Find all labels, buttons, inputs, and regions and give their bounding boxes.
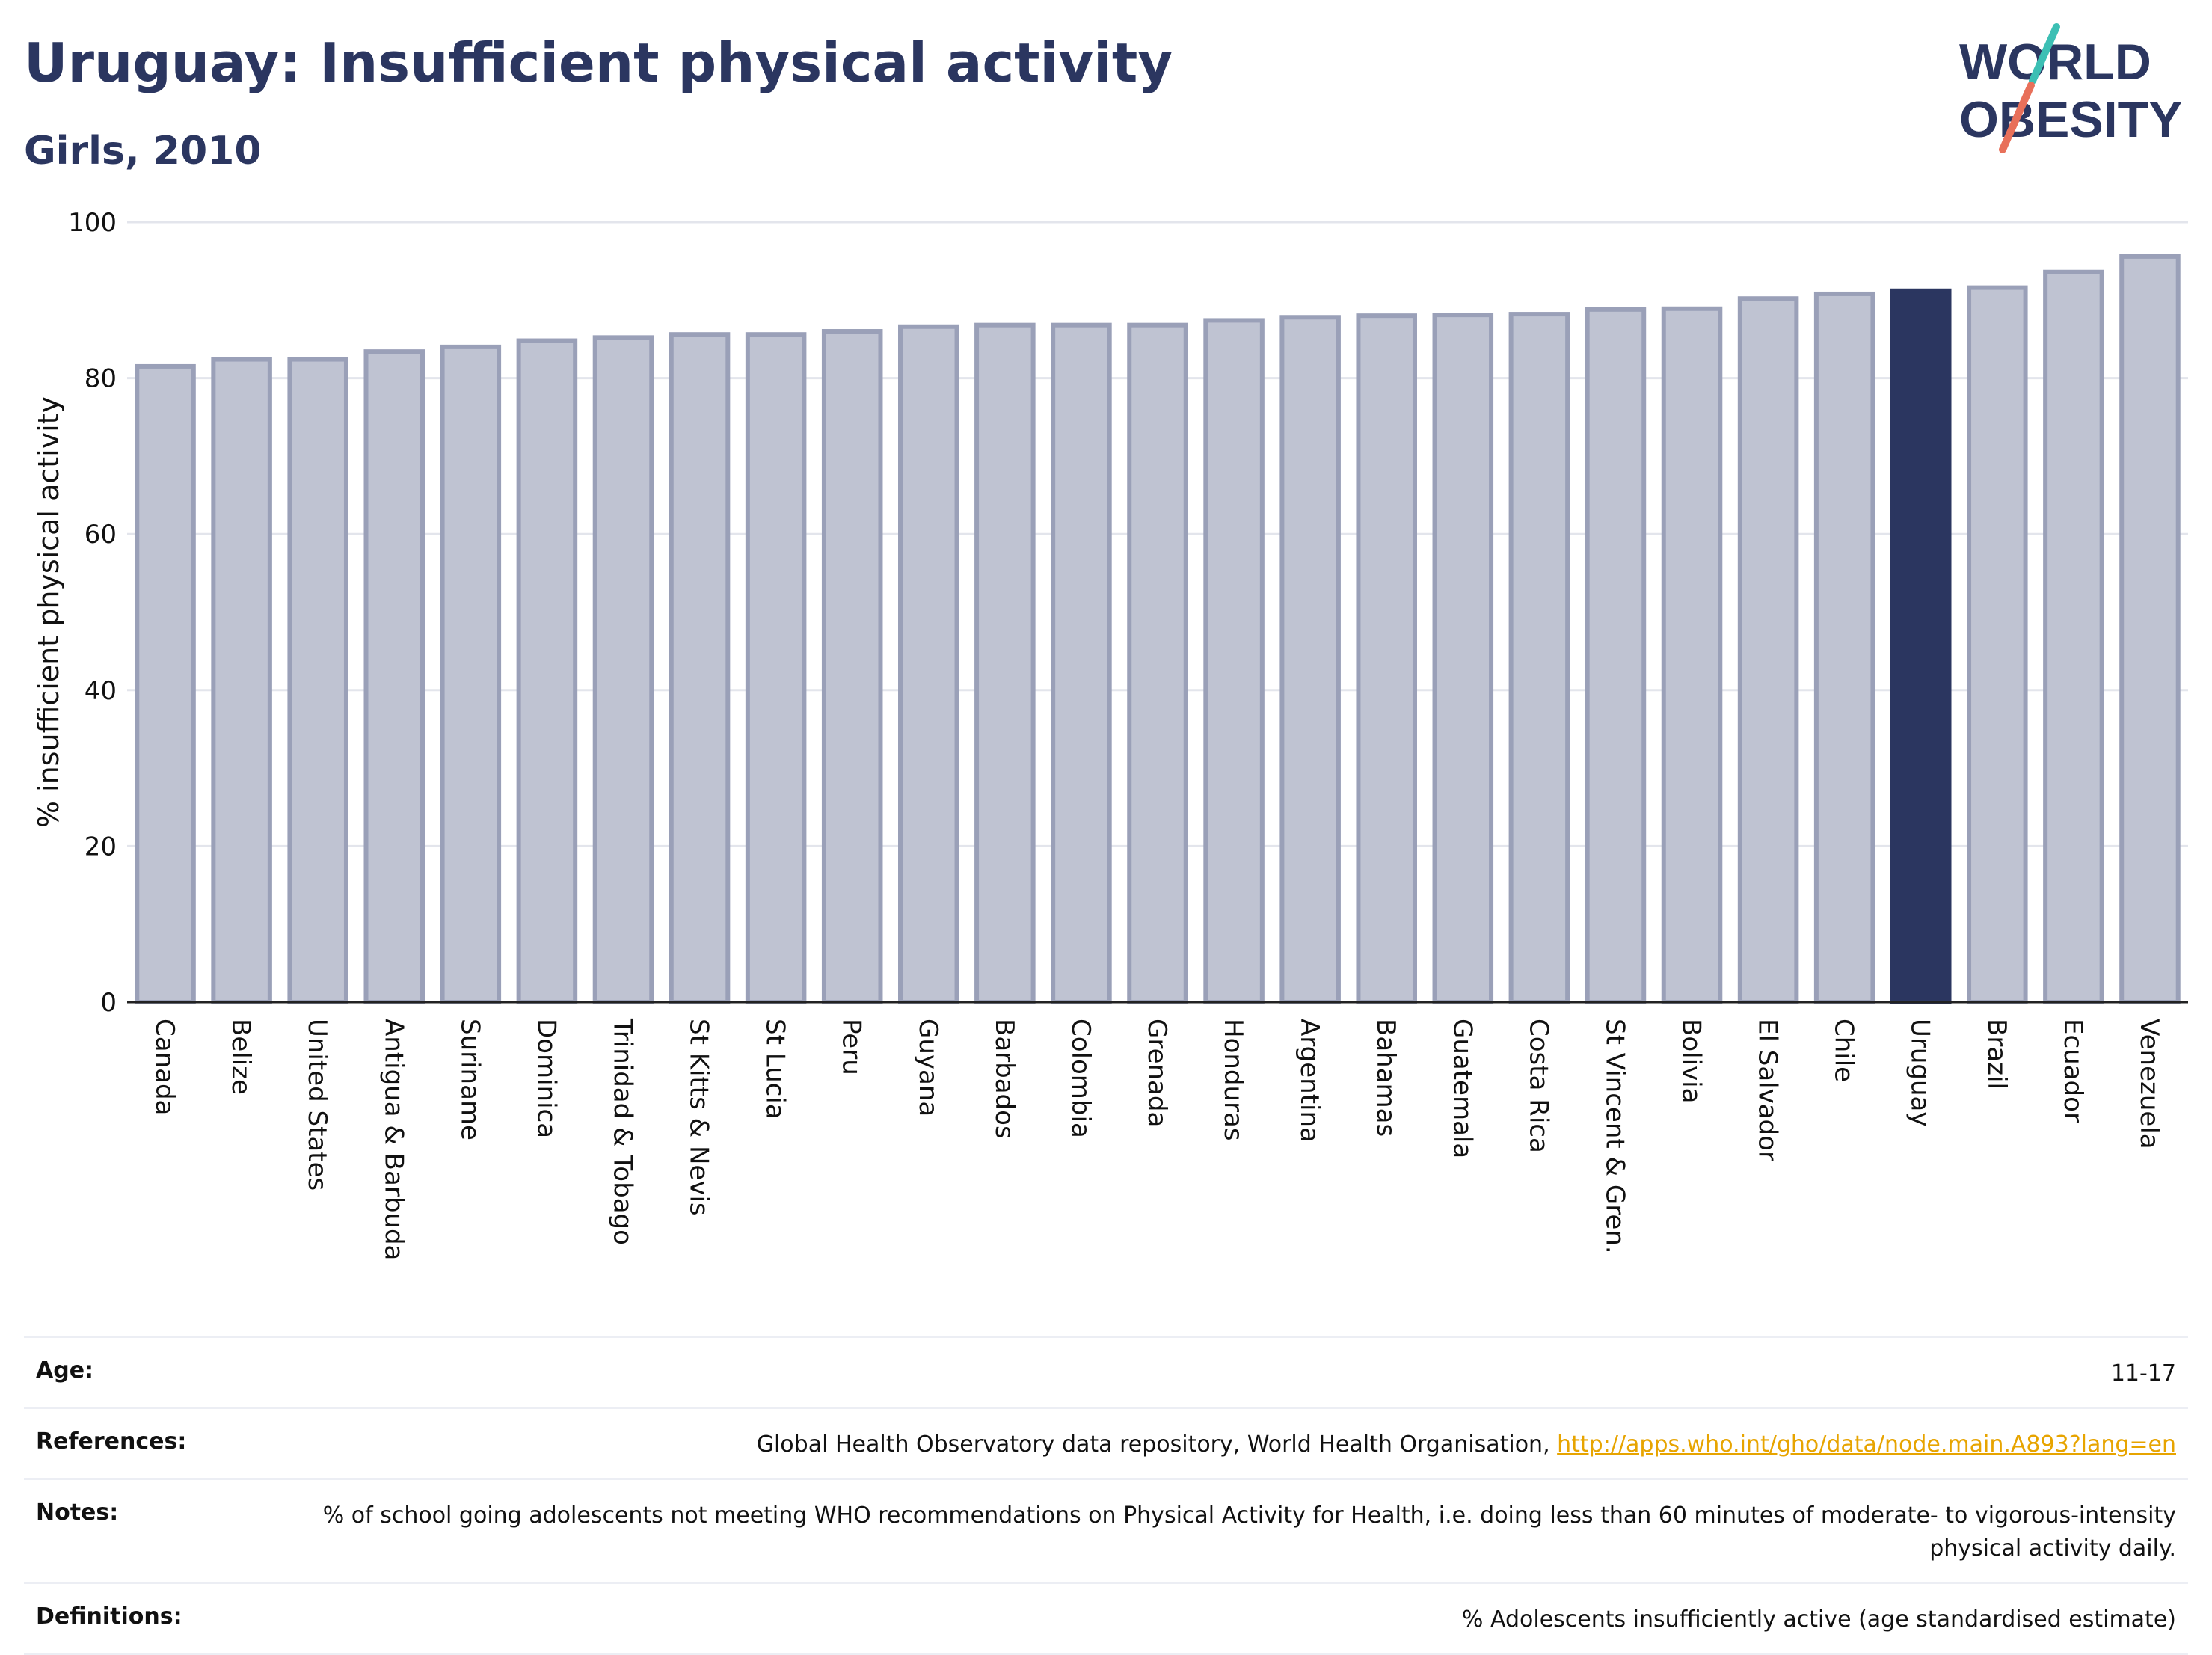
- references-value: Global Health Observatory data repositor…: [757, 1428, 2176, 1461]
- info-row-age: Age: 11-17: [24, 1336, 2188, 1407]
- y-tick-label: 40: [85, 676, 117, 706]
- x-tick-label: Guyana: [913, 1019, 943, 1117]
- x-tick-label: Argentina: [1294, 1019, 1324, 1143]
- info-row-notes: Notes: % of school going adolescents not…: [24, 1478, 2188, 1582]
- bar: [1585, 307, 1647, 1005]
- x-tick-label: Costa Rica: [1523, 1019, 1553, 1153]
- bar: [516, 338, 578, 1004]
- x-tick-label: Barbados: [989, 1019, 1019, 1139]
- bar: [745, 332, 807, 1004]
- bar: [2043, 269, 2104, 1004]
- x-tick-label: Venezuela: [2134, 1019, 2164, 1149]
- age-label: Age:: [36, 1357, 94, 1384]
- x-tick-label: Dominica: [531, 1019, 561, 1138]
- notes-value: % of school going adolescents not meetin…: [322, 1502, 2176, 1562]
- bar-chart: 0 20 40 60 80 100 Canada Belize United States Ant…: [32, 208, 2188, 1260]
- x-tick-label: Antigua & Barbuda: [378, 1019, 408, 1260]
- bar: [669, 332, 731, 1004]
- logo-line1: WORLD: [1959, 34, 2151, 90]
- x-tick-label: Peru: [837, 1019, 867, 1075]
- bar: [1737, 296, 1799, 1005]
- references-link[interactable]: http://apps.who.int/gho/data/node.main.A…: [1557, 1431, 2176, 1458]
- bar-highlighted: [1890, 288, 1952, 1004]
- x-tick-label: Brazil: [1982, 1019, 2012, 1090]
- bar: [287, 357, 348, 1004]
- x-tick-label: Suriname: [455, 1019, 485, 1140]
- references-label: References:: [36, 1428, 187, 1455]
- x-tick-label: Grenada: [1142, 1019, 1172, 1127]
- bar: [1813, 291, 1875, 1004]
- chart-subtitle: Girls, 2010: [24, 129, 262, 174]
- x-tick-label: Belize: [226, 1019, 256, 1095]
- logo-slash-teal: [2029, 23, 2060, 85]
- definitions-label: Definitions:: [36, 1603, 182, 1630]
- bar: [440, 344, 502, 1004]
- y-tick-label: 100: [68, 208, 117, 238]
- y-tick-label: 20: [85, 832, 117, 862]
- age-value: 11-17: [2110, 1360, 2176, 1387]
- chart-title: Uruguay: Insufficient physical activity: [24, 31, 1173, 94]
- info-table: Age: 11-17 References: Global Health Obs…: [24, 1336, 2188, 1655]
- x-tick-label: El Salvador: [1753, 1019, 1783, 1161]
- bar: [1661, 306, 1723, 1004]
- x-tick-label: Trinidad & Tobago: [607, 1018, 637, 1245]
- bar: [1203, 318, 1265, 1004]
- references-text: Global Health Observatory data repositor…: [756, 1431, 1558, 1458]
- bar: [1279, 315, 1341, 1005]
- bar: [135, 363, 196, 1004]
- x-tick-label: Canada: [150, 1019, 179, 1115]
- bar: [1051, 322, 1112, 1004]
- x-tick-label: Honduras: [1218, 1019, 1248, 1141]
- x-tick-label: United States: [302, 1019, 332, 1191]
- x-tick-label: Chile: [1829, 1019, 1859, 1082]
- x-tick-label: Uruguay: [1905, 1019, 1935, 1127]
- bar: [974, 322, 1036, 1004]
- x-tick-label: Colombia: [1066, 1019, 1096, 1138]
- bar: [1967, 285, 2028, 1004]
- bar: [211, 357, 272, 1004]
- logo-line2: OBESITY: [1959, 91, 2183, 148]
- x-tick-label: St Vincent & Gren.: [1600, 1019, 1629, 1254]
- bar: [1432, 313, 1494, 1004]
- info-row-definitions: Definitions: % Adolescents insufficientl…: [24, 1582, 2188, 1655]
- y-axis-title: % insufficient physical activity: [32, 396, 65, 828]
- bar: [1356, 313, 1417, 1005]
- bar: [592, 335, 654, 1004]
- y-tick-label: 0: [100, 988, 117, 1018]
- bar: [1127, 322, 1188, 1004]
- x-tick-label: St Lucia: [761, 1019, 790, 1120]
- y-tick-label: 60: [85, 520, 117, 550]
- bar: [898, 324, 959, 1004]
- y-tick-label: 80: [85, 364, 117, 394]
- bar: [1508, 312, 1570, 1005]
- bar: [821, 329, 883, 1004]
- definitions-value: % Adolescents insufficiently active (age…: [1461, 1606, 2176, 1633]
- bar: [2119, 254, 2181, 1004]
- x-tick-label: Guatemala: [1447, 1019, 1477, 1158]
- world-obesity-logo: WORLD OBESITY: [1959, 23, 2183, 153]
- logo-slash-red: [1999, 82, 2035, 153]
- x-tick-label: Ecuador: [2058, 1019, 2088, 1123]
- x-tick-label: Bahamas: [1371, 1019, 1401, 1137]
- bar: [363, 349, 425, 1004]
- info-row-references: References: Global Health Observatory da…: [24, 1407, 2188, 1478]
- x-tick-label: St Kitts & Nevis: [684, 1019, 714, 1216]
- x-tick-label: Bolivia: [1677, 1019, 1706, 1103]
- notes-label: Notes:: [36, 1499, 119, 1526]
